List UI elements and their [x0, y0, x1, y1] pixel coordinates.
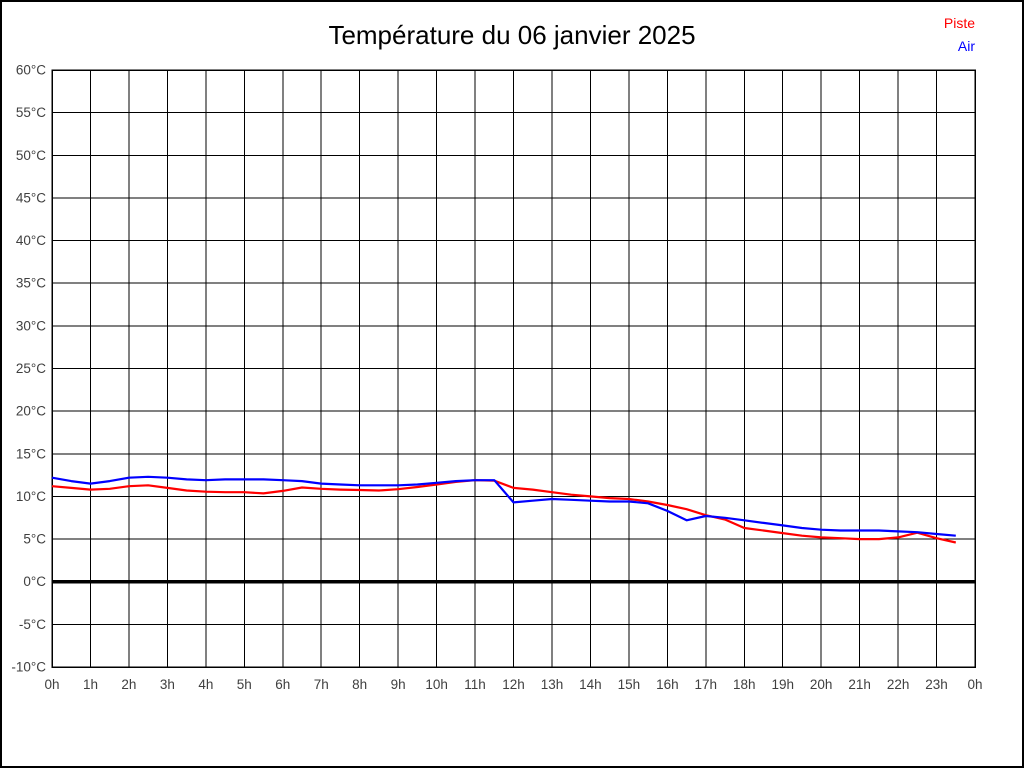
x-tick-label: 17h	[695, 677, 718, 692]
air-line	[51, 475, 956, 537]
x-tick-label: 11h	[464, 677, 486, 692]
y-tick-label: 60°C	[16, 63, 46, 78]
y-tick-label: 40°C	[16, 233, 46, 248]
plot-frame	[51, 69, 976, 668]
legend-item-air: Air	[957, 38, 975, 54]
y-tick-label: 30°C	[16, 318, 46, 333]
y-tick-label: 0°C	[23, 574, 46, 589]
y-tick-label: 15°C	[16, 446, 46, 461]
y-tick-label: -10°C	[11, 660, 46, 675]
x-tick-label: 1h	[83, 677, 98, 692]
y-tick-label: 45°C	[16, 190, 46, 205]
y-tick-label: 50°C	[16, 148, 46, 163]
x-tick-label: 19h	[771, 677, 794, 692]
y-tick-label: 20°C	[16, 404, 46, 419]
x-tick-label: 8h	[352, 677, 367, 692]
x-tick-label: 13h	[541, 677, 564, 692]
x-tick-label: 12h	[502, 677, 525, 692]
x-tick-label: 9h	[391, 677, 406, 692]
x-tick-label: 18h	[733, 677, 756, 692]
y-tick-label: 10°C	[16, 489, 46, 504]
legend: Piste Air	[944, 12, 975, 58]
y-tick-label: 35°C	[16, 276, 46, 291]
x-tick-label: 5h	[237, 677, 252, 692]
x-tick-label: 2h	[121, 677, 136, 692]
x-tick-label: 21h	[848, 677, 871, 692]
piste-line	[51, 479, 957, 544]
x-tick-label: 4h	[198, 677, 213, 692]
y-tick-label: 55°C	[16, 105, 46, 120]
x-tick-label: 10h	[425, 677, 448, 692]
x-tick-label: 14h	[579, 677, 602, 692]
x-tick-label: 7h	[314, 677, 329, 692]
x-tick-label: 15h	[618, 677, 641, 692]
x-tick-label: 22h	[887, 677, 910, 692]
y-tick-label: -5°C	[19, 617, 46, 632]
x-tick-label: 3h	[160, 677, 175, 692]
x-tick-label: 0h	[44, 677, 59, 692]
legend-item-piste: Piste	[943, 15, 975, 31]
x-tick-label: 0h	[967, 677, 982, 692]
x-tick-label: 6h	[275, 677, 290, 692]
x-tick-label: 23h	[925, 677, 948, 692]
chart-title: Température du 06 janvier 2025	[328, 20, 696, 50]
y-tick-label: 25°C	[16, 361, 46, 376]
y-tick-label: 5°C	[23, 532, 46, 547]
x-tick-label: 20h	[810, 677, 833, 692]
x-tick-label: 16h	[656, 677, 679, 692]
